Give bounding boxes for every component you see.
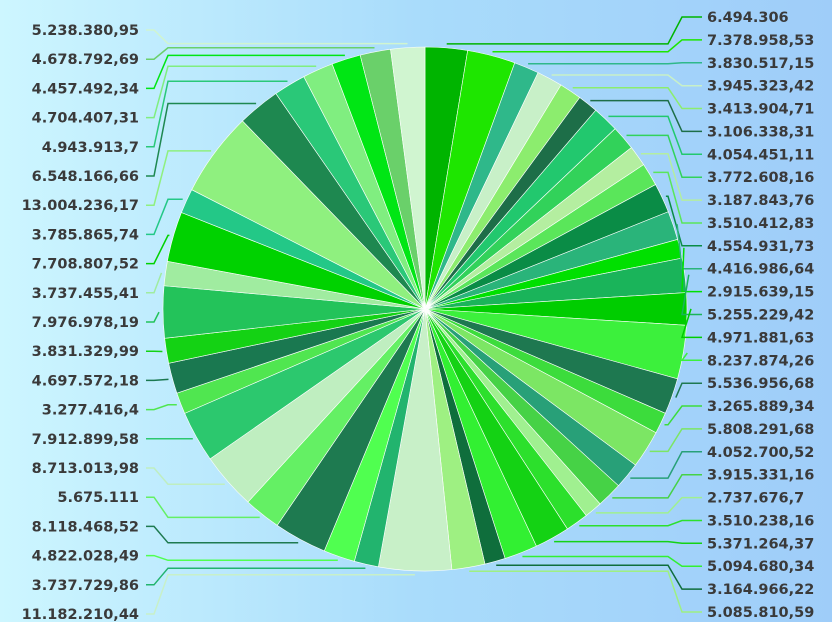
leader-line	[146, 311, 160, 323]
slice-label: 2.737.676,7	[707, 491, 804, 507]
leader-line	[146, 574, 415, 615]
slice-label: 7.912.899,58	[32, 432, 139, 448]
slice-label: 5.255.229,42	[707, 308, 814, 324]
slice-label: 3.945.323,42	[707, 79, 814, 95]
leader-line	[554, 540, 702, 545]
leader-line	[649, 428, 702, 453]
slice-label: 8.713.013,98	[32, 461, 139, 477]
leader-lines	[146, 16, 702, 615]
slice-label: 4.822.028,49	[32, 549, 139, 565]
leader-line	[492, 39, 702, 53]
leader-line	[522, 555, 702, 567]
slice-label: 4.054.451,11	[707, 147, 814, 163]
slice-label: 8.118.468,52	[32, 519, 139, 535]
slice-label: 3.737.455,41	[32, 286, 139, 302]
leader-line	[146, 80, 288, 148]
slice-label: 3.737.729,86	[32, 578, 139, 594]
leader-line	[146, 54, 345, 90]
leader-line	[680, 308, 702, 339]
leader-line	[146, 554, 338, 562]
slice-label: 3.413.904,71	[707, 102, 814, 118]
leader-line	[595, 496, 702, 514]
slice-label: 2.915.639,15	[707, 285, 814, 301]
slice-label: 3.772.608,16	[707, 170, 814, 186]
slice-label: 5.675.111	[57, 490, 139, 506]
slice-label: 4.704.407,31	[32, 111, 139, 127]
leader-line	[146, 198, 183, 236]
leader-line	[496, 564, 702, 590]
slice-labels: 6.494.306 7.378.958,53 3.830.517,15 3.945.3…	[22, 10, 815, 622]
slice-label: 3.785.865,74	[32, 227, 139, 243]
slice-label: 4.971.881,63	[707, 330, 814, 346]
leader-line	[146, 29, 408, 45]
leader-line	[146, 234, 170, 265]
leader-line	[665, 195, 702, 247]
slice-label: 5.536.956,68	[707, 376, 814, 392]
slice-label: 3.164.966,22	[707, 582, 814, 598]
slice-label: 3.265.889,34	[707, 399, 814, 415]
leader-line	[146, 404, 177, 411]
leader-line	[146, 150, 212, 206]
slice-label: 11.182.210,44	[22, 607, 139, 622]
leader-line	[446, 16, 702, 45]
slice-label: 6.494.306	[707, 10, 789, 26]
leader-line	[469, 570, 702, 613]
slice-label: 4.052.700,52	[707, 445, 814, 461]
slice-label: 3.187.843,76	[707, 193, 814, 209]
slice-label: 3.510.412,83	[707, 216, 814, 232]
slice-label: 5.085.810,59	[707, 605, 814, 621]
leader-line	[146, 272, 163, 294]
slice-label: 4.416.986,64	[707, 262, 814, 278]
leader-line	[630, 451, 702, 479]
leader-line	[146, 65, 317, 119]
leader-line	[680, 352, 702, 362]
slice-label: 3.830.517,15	[707, 56, 814, 72]
slice-label: 4.678.792,69	[32, 52, 139, 68]
pie-slice	[390, 46, 426, 310]
leader-line	[653, 171, 702, 224]
leader-line	[572, 87, 702, 110]
slice-label: 5.371.264,37	[707, 536, 814, 552]
leader-line	[640, 152, 702, 201]
slice-label: 8.237.874,26	[707, 353, 814, 369]
slice-label: 3.510.238,16	[707, 514, 814, 530]
slice-label: 4.554.931,73	[707, 239, 814, 255]
slice-label: 7.378.958,53	[707, 33, 814, 49]
leader-line	[146, 525, 299, 544]
slice-label: 13.004.236,17	[22, 198, 139, 214]
slice-label: 7.976.978,19	[32, 315, 139, 331]
leader-line	[551, 74, 702, 87]
leader-line	[146, 567, 366, 586]
leader-line	[146, 496, 260, 519]
leader-line	[626, 134, 702, 178]
slice-label: 4.697.572,18	[32, 373, 139, 389]
leader-line	[146, 467, 225, 485]
leader-line	[675, 382, 702, 398]
slice-label: 7.708.807,52	[32, 257, 139, 273]
leader-line	[608, 115, 702, 156]
slice-label: 3.915.331,16	[707, 468, 814, 484]
leader-line	[681, 247, 702, 293]
slice-label: 3.277.416,4	[42, 403, 139, 419]
leader-line	[664, 405, 702, 426]
pie-slices	[162, 46, 688, 572]
slice-label: 5.238.380,95	[32, 23, 139, 39]
leader-line	[681, 274, 702, 316]
leader-line	[612, 473, 702, 499]
slice-label: 4.457.492,34	[32, 81, 139, 97]
slice-label: 3.106.338,31	[707, 124, 814, 140]
slice-label: 4.943.913,7	[42, 140, 139, 156]
leader-line	[590, 99, 702, 133]
leader-line	[146, 47, 375, 60]
slice-label: 3.831.329,99	[32, 344, 139, 360]
leader-line	[528, 62, 702, 65]
slice-label: 6.548.166,66	[32, 169, 139, 185]
leader-line	[146, 102, 257, 177]
leader-line	[676, 224, 702, 270]
slice-label: 5.808.291,68	[707, 422, 814, 438]
leader-line	[579, 519, 702, 527]
leader-line	[146, 378, 169, 382]
slice-label: 5.094.680,34	[707, 559, 814, 575]
